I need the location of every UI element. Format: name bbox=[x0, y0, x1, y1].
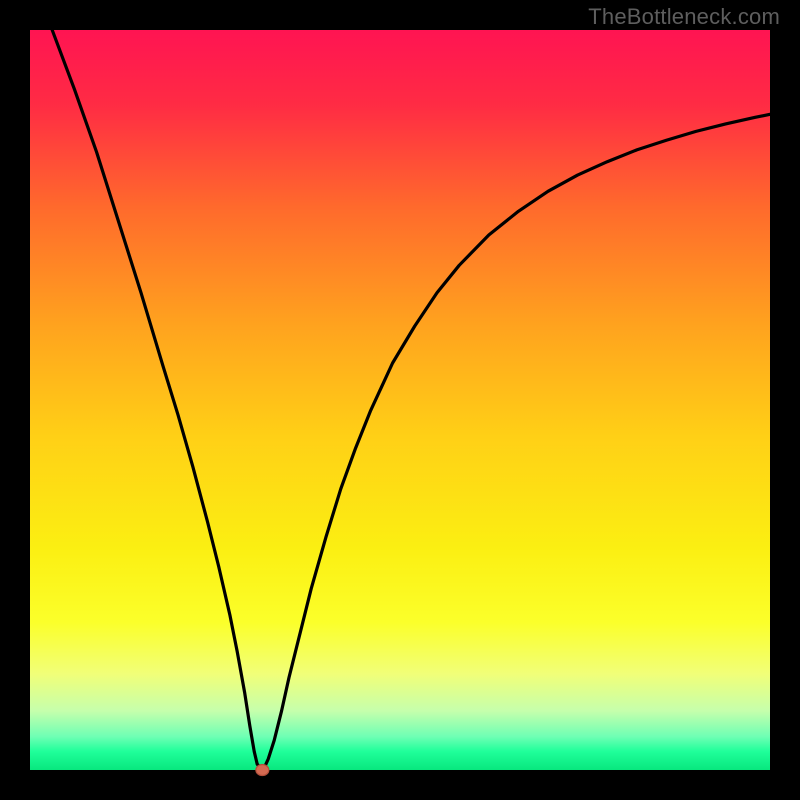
bottleneck-chart: TheBottleneck.com bbox=[0, 0, 800, 800]
watermark-label: TheBottleneck.com bbox=[588, 4, 780, 30]
plot-svg bbox=[0, 0, 800, 800]
optimal-marker bbox=[256, 765, 269, 776]
